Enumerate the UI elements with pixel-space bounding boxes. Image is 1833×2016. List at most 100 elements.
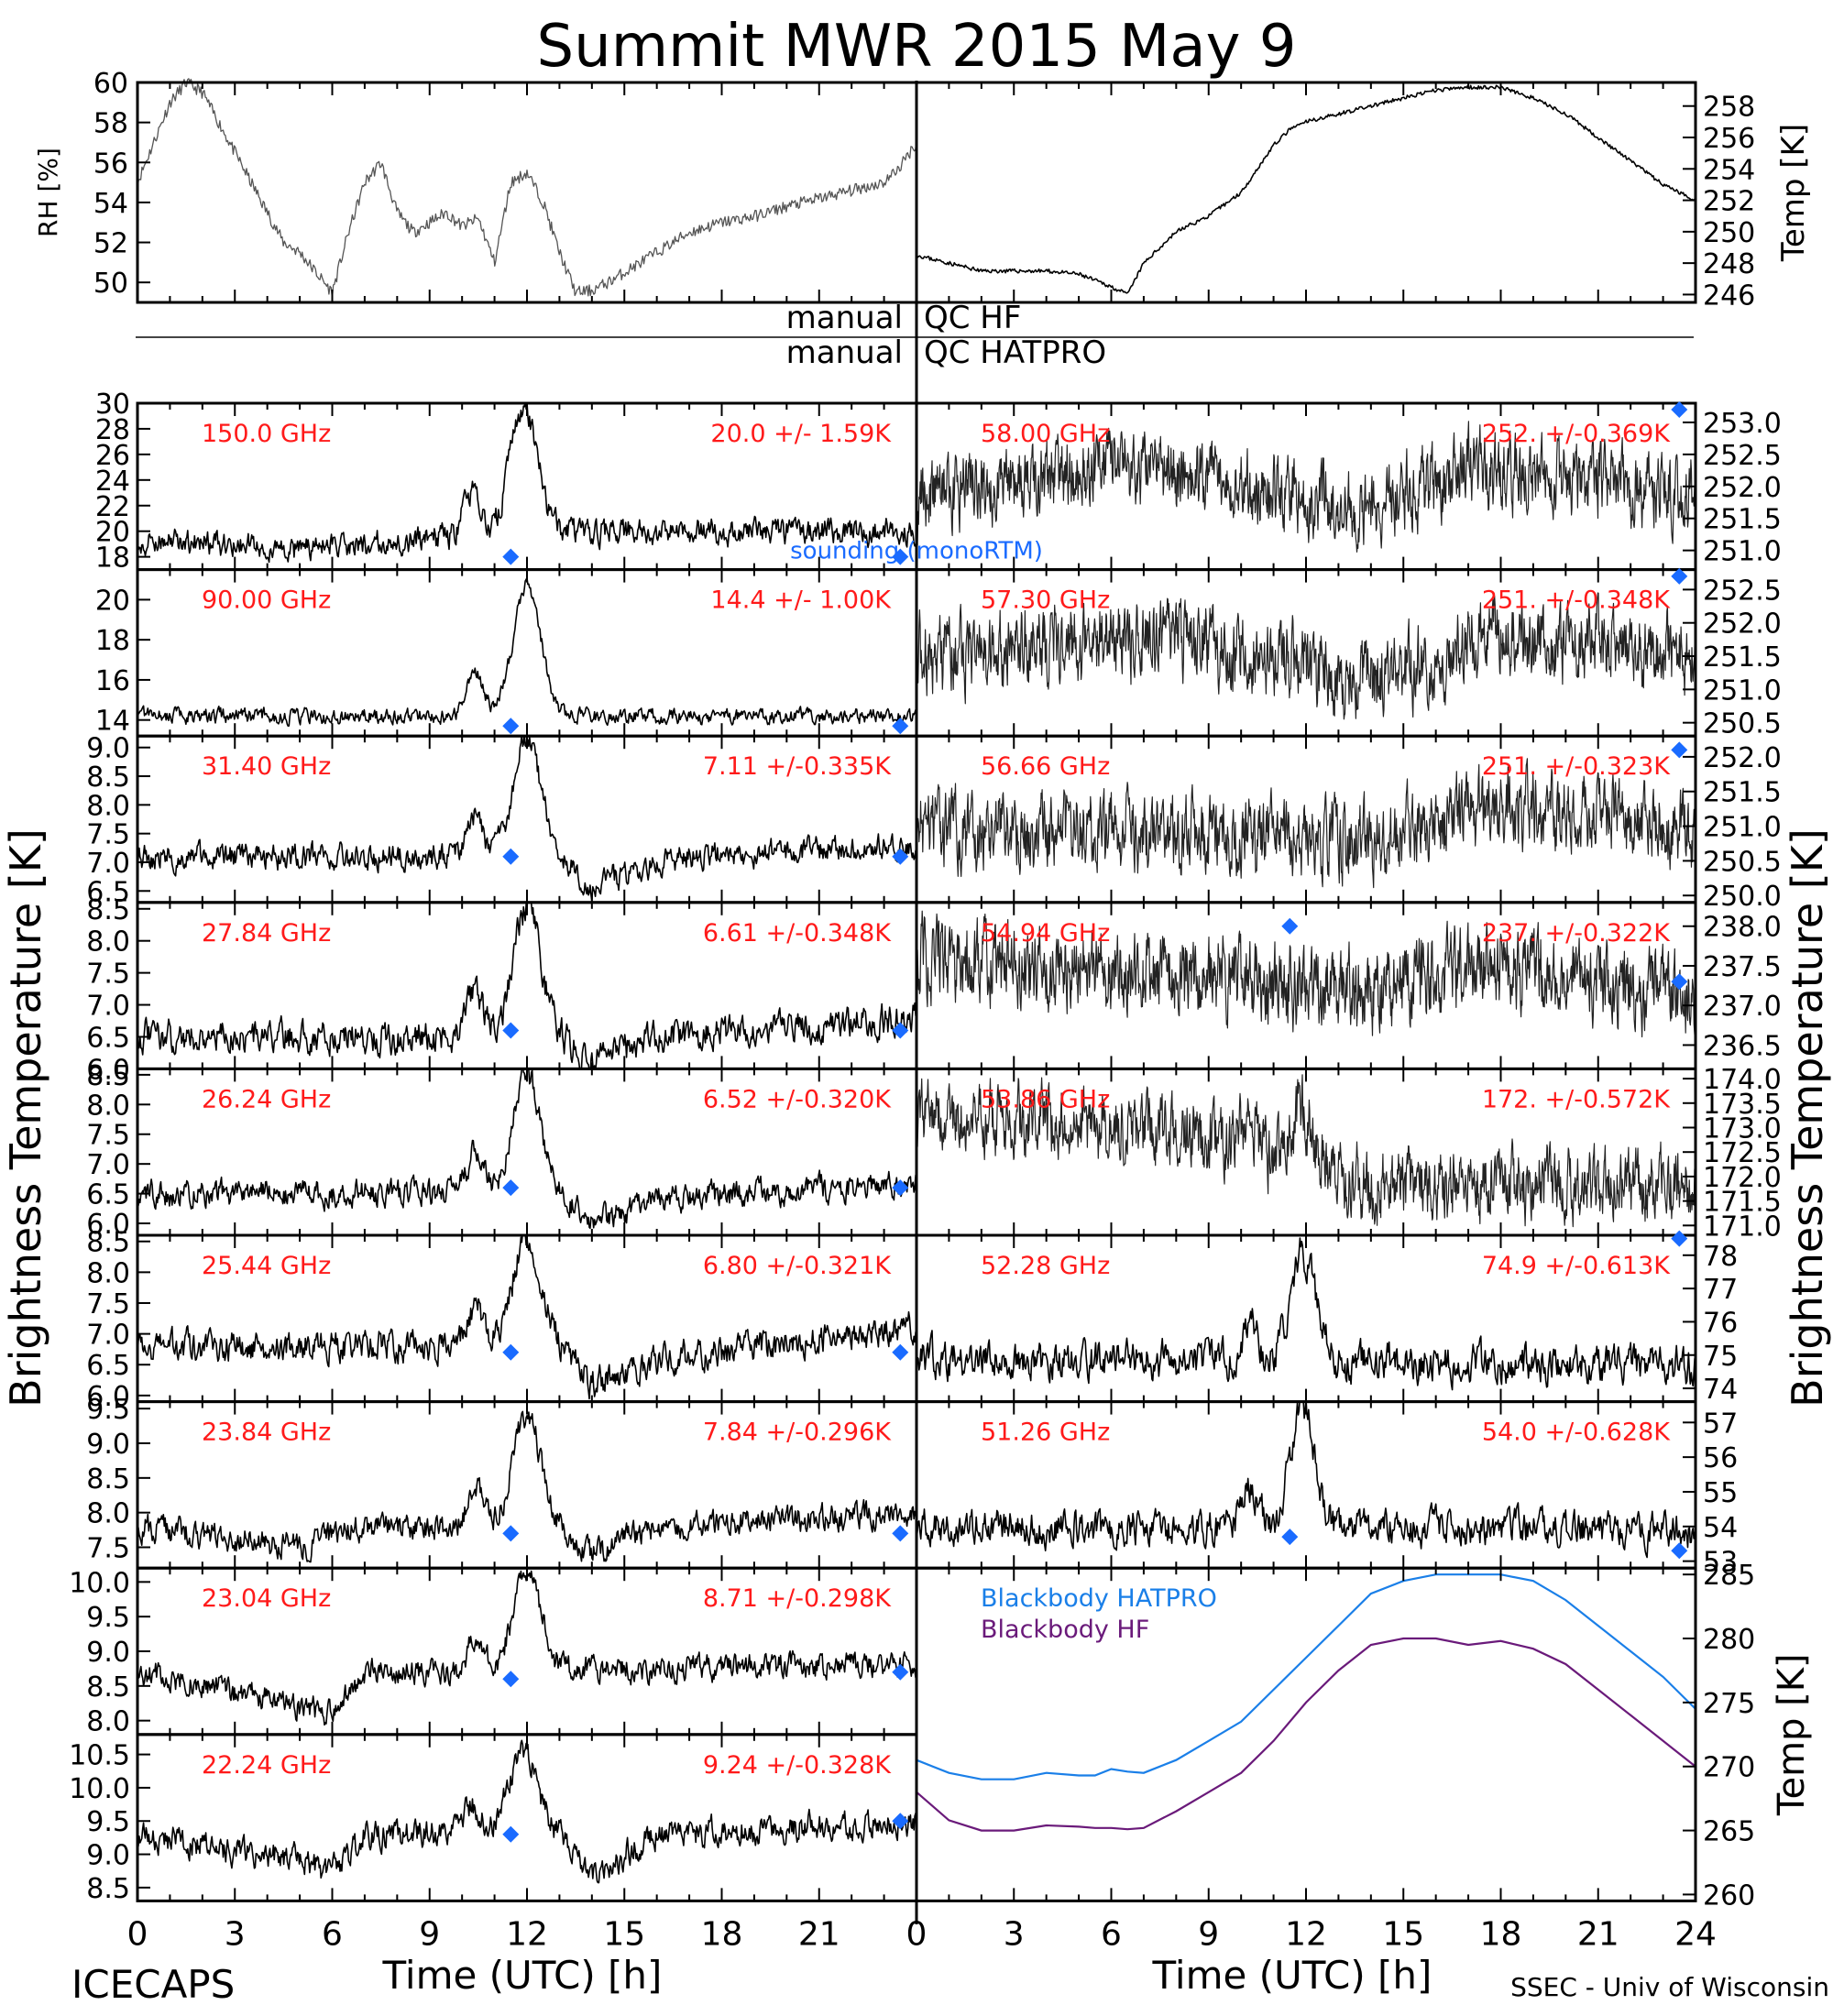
y-tick-label: 30 (95, 389, 130, 421)
y-tick-label: 8.5 (86, 761, 130, 794)
y-tick-label: 252 (1703, 186, 1755, 218)
y-tick-label: 7.0 (86, 991, 130, 1023)
y-tick-label: 280 (1703, 1624, 1755, 1656)
right-xlabel: Time (UTC) [h] (1152, 1953, 1432, 1998)
y-tick-label: 52 (93, 228, 128, 260)
y-tick-label: 75 (1703, 1341, 1738, 1373)
sounding-marker (892, 718, 909, 735)
x-tick-label-left: 3 (225, 1915, 246, 1953)
sounding-marker (892, 1179, 909, 1197)
stat-label: 6.80 +/-0.321K (703, 1252, 892, 1280)
x-tick-label-right: 6 (1101, 1915, 1122, 1953)
sounding-marker (502, 1825, 520, 1843)
y-tick-label: 24 (95, 466, 130, 498)
y-tick-label: 60 (93, 68, 128, 100)
sounding-marker (892, 548, 909, 565)
qc-hf-right: QC HF (924, 300, 1021, 336)
y-tick-label: 285 (1703, 1560, 1755, 1592)
frequency-label: 90.00 GHz (202, 586, 331, 615)
right-ylabel: Brightness Temperature [K] (1783, 828, 1832, 1408)
y-tick-label: 265 (1703, 1816, 1755, 1848)
blackbody-legend-hf: Blackbody HF (981, 1616, 1149, 1644)
y-tick-label: 252.5 (1703, 575, 1782, 607)
frequency-label: 56.66 GHz (981, 752, 1110, 781)
tb-panel-left-7: 8.08.59.09.510.0 23.04 GHz 8.71 +/-0.298K (69, 1566, 918, 1738)
qc-hatpro-left: manual (786, 334, 903, 371)
y-tick-label: 77 (1703, 1274, 1738, 1306)
y-tick-label: 256 (1703, 123, 1755, 155)
y-tick-label: 252.0 (1703, 608, 1782, 641)
y-tick-label: 56 (93, 148, 128, 180)
sounding-marker (892, 1813, 909, 1830)
y-tick-label: 6.5 (86, 1179, 130, 1211)
x-tick-label-right: 9 (1198, 1915, 1219, 1953)
sounding-marker (502, 1179, 520, 1197)
y-tick-label: 258 (1703, 92, 1755, 124)
y-tick-label: 250.5 (1703, 846, 1782, 878)
y-tick-label: 53 (1703, 1547, 1738, 1579)
stat-label: 74.9 +/-0.613K (1482, 1252, 1671, 1280)
y-tick-label: 9.0 (86, 1429, 130, 1461)
y-tick-label: 237.5 (1703, 951, 1782, 983)
frequency-label: 25.44 GHz (202, 1252, 331, 1280)
stat-label: 20.0 +/- 1.59K (710, 420, 892, 448)
sounding-marker (502, 848, 520, 865)
temp-ylabel: Temp [K] (1775, 124, 1812, 262)
x-tick-label-right: 18 (1480, 1915, 1522, 1953)
y-tick-label: 8.0 (86, 1498, 130, 1530)
x-tick-label-right: 21 (1577, 1915, 1619, 1953)
y-tick-label: 16 (95, 665, 130, 697)
frequency-label: 23.84 GHz (202, 1419, 331, 1447)
y-tick-label: 173.0 (1703, 1112, 1782, 1145)
y-tick-label: 270 (1703, 1752, 1755, 1784)
y-tick-label: 20 (95, 585, 130, 617)
y-tick-label: 10.0 (69, 1773, 130, 1805)
y-tick-label: 6.5 (86, 1022, 130, 1054)
x-tick-labels: 0 3 6 9 12 15 18 21 0 3 6 9 12 15 18 21 24 (127, 1915, 1717, 1953)
y-tick-label: 7.0 (86, 848, 130, 880)
y-tick-label: 54 (1703, 1512, 1738, 1544)
stat-label: 172. +/-0.572K (1482, 1085, 1671, 1113)
frequency-label: 23.04 GHz (202, 1584, 331, 1613)
tb-trace (916, 1237, 1696, 1391)
x-tick-label-right: 15 (1382, 1915, 1424, 1953)
temp-trace (916, 84, 1696, 294)
y-tick-label: 251.5 (1703, 641, 1782, 674)
y-tick-label: 250 (1703, 217, 1755, 249)
x-tick-label-right: 12 (1285, 1915, 1327, 1953)
y-tick-label: 251.0 (1703, 812, 1782, 844)
y-tick-label: 50 (93, 268, 128, 300)
sounding-marker (1671, 1230, 1688, 1247)
y-tick-label: 8.5 (86, 1227, 130, 1259)
qc-hatpro-right: QC HATPRO (924, 334, 1106, 371)
y-tick-label: 8.0 (86, 790, 130, 822)
frequency-label: 27.84 GHz (202, 919, 331, 948)
tb-trace (916, 910, 1696, 1042)
y-tick-label: 248 (1703, 248, 1755, 280)
frequency-label: 52.28 GHz (981, 1252, 1110, 1280)
tb-trace (137, 1739, 916, 1884)
rh-trace (137, 78, 917, 300)
y-tick-label: 26 (95, 440, 130, 472)
rh-ylabel: RH [%] (33, 148, 63, 237)
frequency-label: 150.0 GHz (202, 420, 331, 448)
qc-strip: manual QC HF manual QC HATPRO (136, 300, 1694, 371)
y-tick-label: 171.5 (1703, 1187, 1782, 1219)
tb-trace (916, 421, 1696, 553)
sounding-marker (502, 1525, 520, 1542)
frequency-label: 57.30 GHz (981, 586, 1110, 615)
y-tick-label: 74 (1703, 1374, 1738, 1406)
y-tick-label: 76 (1703, 1307, 1738, 1339)
tb-trace (916, 592, 1696, 720)
sounding-marker (1671, 400, 1688, 418)
temp-frame (915, 81, 1697, 304)
y-tick-label: 28 (95, 414, 130, 446)
stat-label: 7.84 +/-0.296K (703, 1419, 892, 1447)
y-tick-label: 22 (95, 491, 130, 523)
blackbody-panel: Blackbody HATPRO Blackbody HF 260 265 270 275… (915, 1560, 1813, 1912)
x-tick-label-left: 0 (127, 1915, 148, 1953)
